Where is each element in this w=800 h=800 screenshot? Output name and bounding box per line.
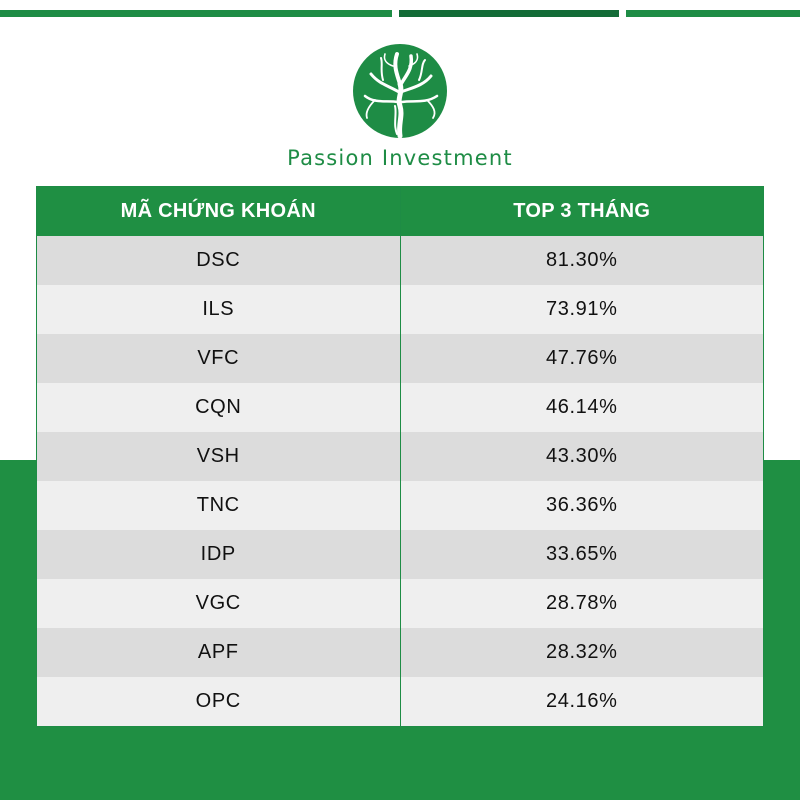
table-row: VGC 28.78% — [36, 579, 764, 628]
table-header-row: MÃ CHỨNG KHOÁN TOP 3 THÁNG — [36, 186, 764, 236]
return-cell: 36.36% — [400, 481, 764, 530]
table-row: VSH 43.30% — [36, 432, 764, 481]
table-row: ILS 73.91% — [36, 285, 764, 334]
stock-code-cell: IDP — [36, 530, 401, 579]
table-row: APF 28.32% — [36, 628, 764, 677]
table-row: OPC 24.16% — [36, 677, 764, 727]
brand-name: Passion Investment — [287, 146, 513, 170]
return-cell: 73.91% — [400, 285, 764, 334]
return-cell: 47.76% — [400, 334, 764, 383]
stock-code-cell: VFC — [36, 334, 401, 383]
return-cell: 24.16% — [400, 677, 764, 727]
table-row: DSC 81.30% — [36, 236, 764, 285]
column-header-top-3-months: TOP 3 THÁNG — [400, 186, 764, 236]
stock-code-cell: APF — [36, 628, 401, 677]
return-cell: 81.30% — [400, 236, 764, 285]
table-row: VFC 47.76% — [36, 334, 764, 383]
return-cell: 33.65% — [400, 530, 764, 579]
top-bar-right — [626, 10, 800, 17]
return-cell: 43.30% — [400, 432, 764, 481]
stock-code-cell: DSC — [36, 236, 401, 285]
top-bar-left — [0, 10, 392, 17]
table-row: IDP 33.65% — [36, 530, 764, 579]
table-row: CQN 46.14% — [36, 383, 764, 432]
stock-code-cell: TNC — [36, 481, 401, 530]
stock-code-cell: CQN — [36, 383, 401, 432]
stock-code-cell: ILS — [36, 285, 401, 334]
column-header-code: MÃ CHỨNG KHOÁN — [36, 186, 401, 236]
return-cell: 46.14% — [400, 383, 764, 432]
table-row: TNC 36.36% — [36, 481, 764, 530]
tree-logo-icon — [353, 44, 447, 138]
stock-code-cell: VSH — [36, 432, 401, 481]
return-cell: 28.78% — [400, 579, 764, 628]
stock-table: MÃ CHỨNG KHOÁN TOP 3 THÁNG DSC 81.30% IL… — [36, 186, 764, 727]
stock-code-cell: OPC — [36, 677, 401, 727]
return-cell: 28.32% — [400, 628, 764, 677]
top-bar-middle — [399, 10, 619, 17]
stock-code-cell: VGC — [36, 579, 401, 628]
